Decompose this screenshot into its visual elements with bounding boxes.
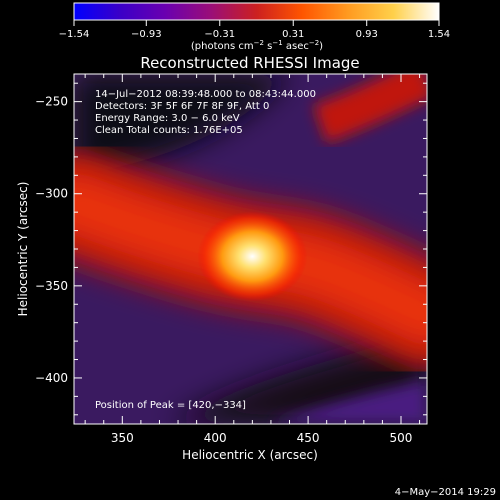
x-tick-label: 350: [111, 431, 134, 445]
colorbar-tick-label: 0.31: [282, 29, 304, 40]
annotation-time: 14−Jul−2012 08:39:48.000 to 08:43:44.000: [95, 89, 316, 100]
colorbar-tick-label: −1.54: [59, 29, 90, 40]
colorbar-unit-label: (photons cm−2 s−1 asec−2): [191, 39, 323, 52]
y-axis-label: Heliocentric Y (arcsec): [16, 182, 30, 317]
colorbar-tick-label: −0.31: [204, 29, 235, 40]
annotation-detectors: Detectors: 3F 5F 6F 7F 8F 9F, Att 0: [95, 101, 269, 112]
x-tick-label: 500: [390, 431, 413, 445]
peak-source: [197, 211, 308, 302]
dark-band-upper: [74, 74, 290, 175]
x-tick-label: 400: [204, 431, 227, 445]
purple-corner: [270, 380, 427, 424]
y-axis: −250 −300 −350 −400: [35, 82, 427, 416]
colorbar-tick-label: 1.54: [428, 29, 450, 40]
upper-right-ridge: [313, 74, 427, 143]
y-tick-label: −400: [35, 371, 68, 385]
colorbar-tick-label: 0.93: [356, 29, 378, 40]
y-tick-label: −300: [35, 187, 68, 201]
colorbar-bar: [73, 2, 440, 21]
x-axis-label: Heliocentric X (arcsec): [182, 448, 318, 462]
y-tick-label: −350: [35, 279, 68, 293]
rhessi-image: [74, 74, 427, 424]
footer-date: 4−May−2014 19:29: [395, 487, 496, 498]
annotation-peak-position: Position of Peak = [420,−334]: [95, 400, 246, 411]
y-tick-label: −250: [35, 95, 68, 109]
annotation-energy: Energy Range: 3.0 − 6.0 keV: [95, 113, 240, 124]
annotations: 14−Jul−2012 08:39:48.000 to 08:43:44.000…: [95, 89, 316, 411]
colorbar: −1.54 −0.93 −0.31 0.31 0.93 1.54 (photons cm−…: [59, 2, 450, 52]
colorbar-tick-label: −0.93: [131, 29, 162, 40]
chart-title: Reconstructed RHESSI Image: [140, 54, 359, 72]
x-tick-label: 450: [297, 431, 320, 445]
colorbar-ticks: −1.54 −0.93 −0.31 0.31 0.93 1.54: [59, 20, 450, 40]
x-axis: 350 400 450 500: [84, 74, 421, 445]
annotation-clean-counts: Clean Total counts: 1.76E+05: [95, 125, 243, 136]
